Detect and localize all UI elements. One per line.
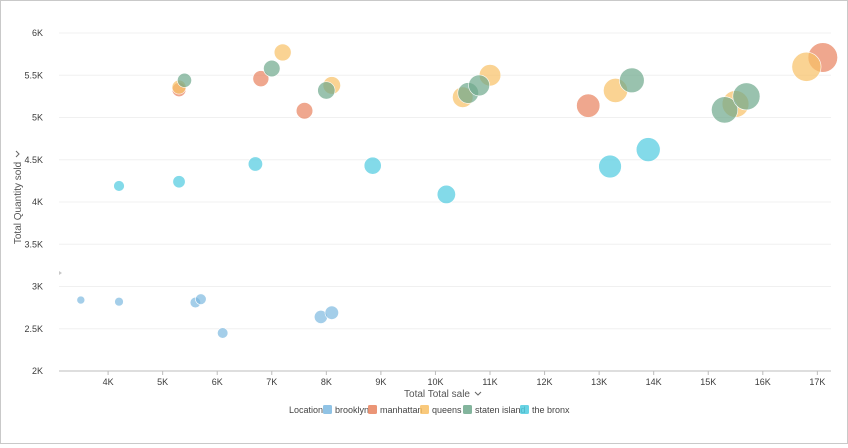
legend-item-manhattan[interactable]: manhattan [368,405,423,415]
bubbles [76,42,838,339]
bubble-staten-island[interactable] [619,67,645,94]
bubble-staten-island[interactable] [468,74,490,97]
bubble-manhattan[interactable] [576,93,601,118]
bubble-brooklyn[interactable] [324,305,339,320]
legend-swatch [420,405,429,414]
legend-item-the-bronx[interactable]: the bronx [520,405,570,415]
x-axis-chevron-down-icon[interactable] [474,391,482,396]
legend-label: staten island [475,405,526,415]
y-axis-chevron-down-icon[interactable] [15,150,20,158]
y-tick-label: 5.5K [24,70,43,80]
bubble-staten-island[interactable] [732,82,761,111]
bubble-the-bronx[interactable] [363,156,382,175]
x-tick-label: 13K [591,377,607,387]
bubble-the-bronx[interactable] [247,156,263,172]
bubble-the-bronx[interactable] [598,154,622,179]
bubble-brooklyn[interactable] [217,327,229,339]
legend-item-staten-island[interactable]: staten island [463,405,526,415]
legend-title: Location [289,405,323,415]
y-tick-label: 2.5K [24,324,43,334]
y-tick-label: 4K [32,197,43,207]
legend-swatch [323,405,332,414]
y-tick-label: 5K [32,113,43,123]
bubble-queens[interactable] [791,51,822,82]
bubble-staten-island[interactable] [177,72,192,88]
y-axis-collapse-icon[interactable] [59,271,62,275]
y-tick-label: 4.5K [24,155,43,165]
legend-label: queens [432,405,462,415]
bubble-queens[interactable] [273,43,292,62]
legend-item-queens[interactable]: queens [420,405,462,415]
bubble-staten-island[interactable] [263,59,281,78]
legend-label: manhattan [380,405,423,415]
x-tick-label: 11K [482,377,497,387]
x-tick-label: 15K [700,377,716,387]
x-tick-label: 14K [646,377,662,387]
x-tick-label: 16K [755,377,771,387]
legend-label: brooklyn [335,405,369,415]
bubble-staten-island[interactable] [317,81,336,100]
y-tick-label: 3.5K [24,239,43,249]
x-tick-label: 5K [157,377,168,387]
y-axis-title[interactable]: Total Quantity sold [13,162,24,244]
bubble-brooklyn[interactable] [195,293,207,305]
x-tick-label: 17K [809,377,825,387]
x-axis-ticks: 4K 5K 6K 7K 8K 9K 10K 11K 12K 13K 14K 15K 16K 17K [103,371,825,387]
x-tick-label: 6K [212,377,223,387]
y-tick-label: 3K [32,282,43,292]
x-tick-label: 9K [375,377,386,387]
legend: Location brooklyn manhattan queens staten i… [289,405,570,415]
x-tick-label: 10K [427,377,443,387]
x-tick-label: 4K [103,377,114,387]
legend-label: the bronx [532,405,570,415]
bubble-staten-island[interactable] [711,96,739,124]
bubble-manhattan[interactable] [295,102,314,120]
legend-swatch [520,405,529,414]
x-tick-label: 7K [266,377,277,387]
y-tick-label: 6K [32,28,43,38]
bubble-brooklyn[interactable] [114,297,124,307]
y-tick-label: 2K [32,366,43,376]
bubble-manhattan[interactable] [252,70,270,87]
bubble-brooklyn[interactable] [76,295,86,305]
bubble-the-bronx[interactable] [635,137,661,162]
x-tick-label: 8K [321,377,332,387]
y-axis-ticks: 2K 2.5K 3K 3.5K 4K 4.5K 5K 5.5K 6K [24,28,43,376]
x-axis-title[interactable]: Total Total sale [404,389,470,400]
legend-item-brooklyn[interactable]: brooklyn [323,405,369,415]
bubble-the-bronx[interactable] [436,184,456,204]
legend-swatch [463,405,472,414]
bubble-the-bronx[interactable] [172,175,186,189]
bubble-the-bronx[interactable] [113,180,125,192]
legend-swatch [368,405,377,414]
x-tick-label: 12K [537,377,553,387]
